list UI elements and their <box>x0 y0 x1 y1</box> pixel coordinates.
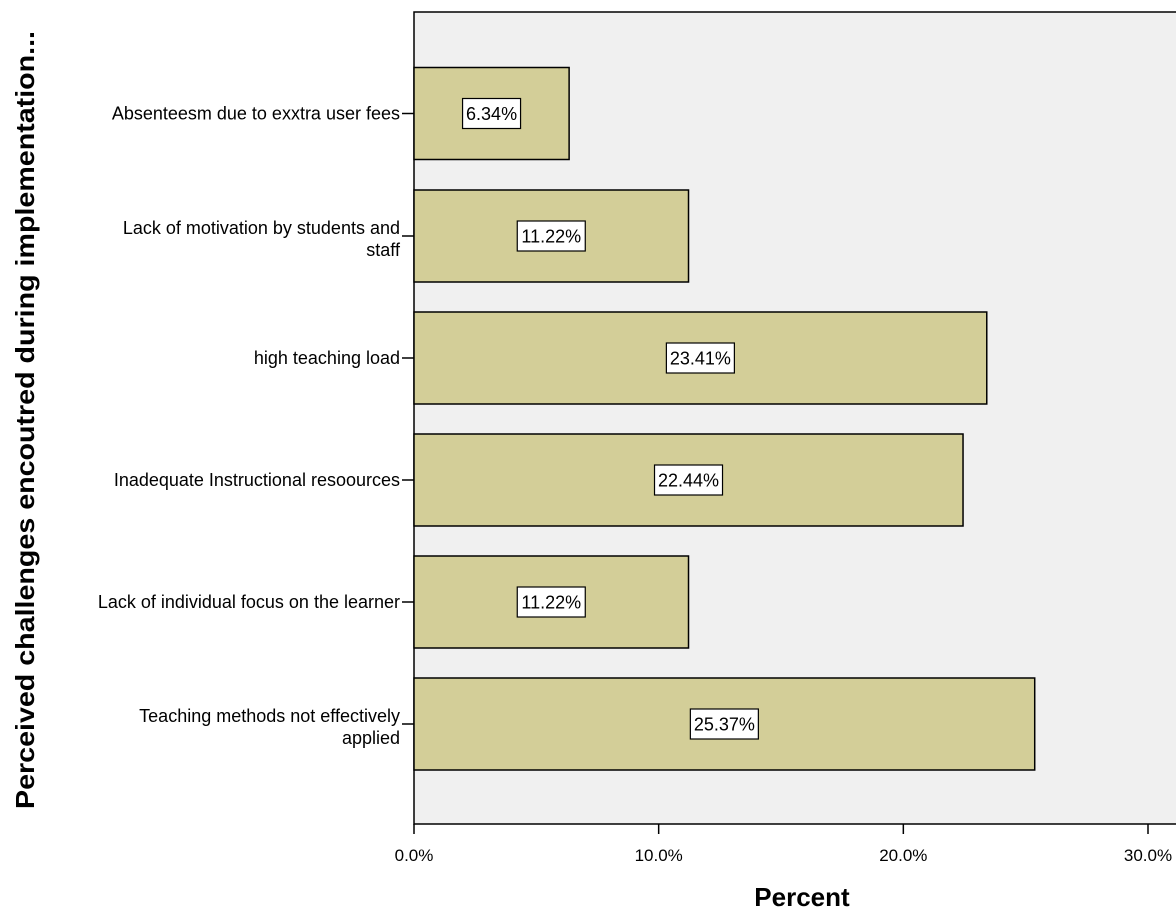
y-axis-title: Perceived challenges encoutred during im… <box>10 31 40 809</box>
data-label: 11.22% <box>521 227 581 247</box>
category-label: Absenteesm due to exxtra user fees <box>112 104 400 124</box>
x-tick-label: 0.0% <box>395 846 434 865</box>
x-tick-label: 30.0% <box>1124 846 1172 865</box>
category-label: Lack of motivation by students and <box>123 218 400 238</box>
data-label: 6.34% <box>466 104 517 124</box>
category-label: Inadequate Instructional resoources <box>114 470 400 490</box>
data-label: 25.37% <box>694 715 755 735</box>
category-label: applied <box>342 728 400 748</box>
category-label: high teaching load <box>254 348 400 368</box>
category-label: staff <box>366 240 401 260</box>
category-label: Teaching methods not effectively <box>139 706 400 726</box>
data-label: 23.41% <box>670 349 731 369</box>
category-labels-group: Absenteesm due to exxtra user fees Lack o… <box>98 104 401 749</box>
data-label: 11.22% <box>521 593 581 613</box>
x-tick-label: 20.0% <box>879 846 927 865</box>
data-label: 22.44% <box>658 471 719 491</box>
x-axis-title: Percent <box>754 882 850 907</box>
x-tick-label: 10.0% <box>635 846 683 865</box>
category-label: Lack of individual focus on the learner <box>98 592 400 612</box>
